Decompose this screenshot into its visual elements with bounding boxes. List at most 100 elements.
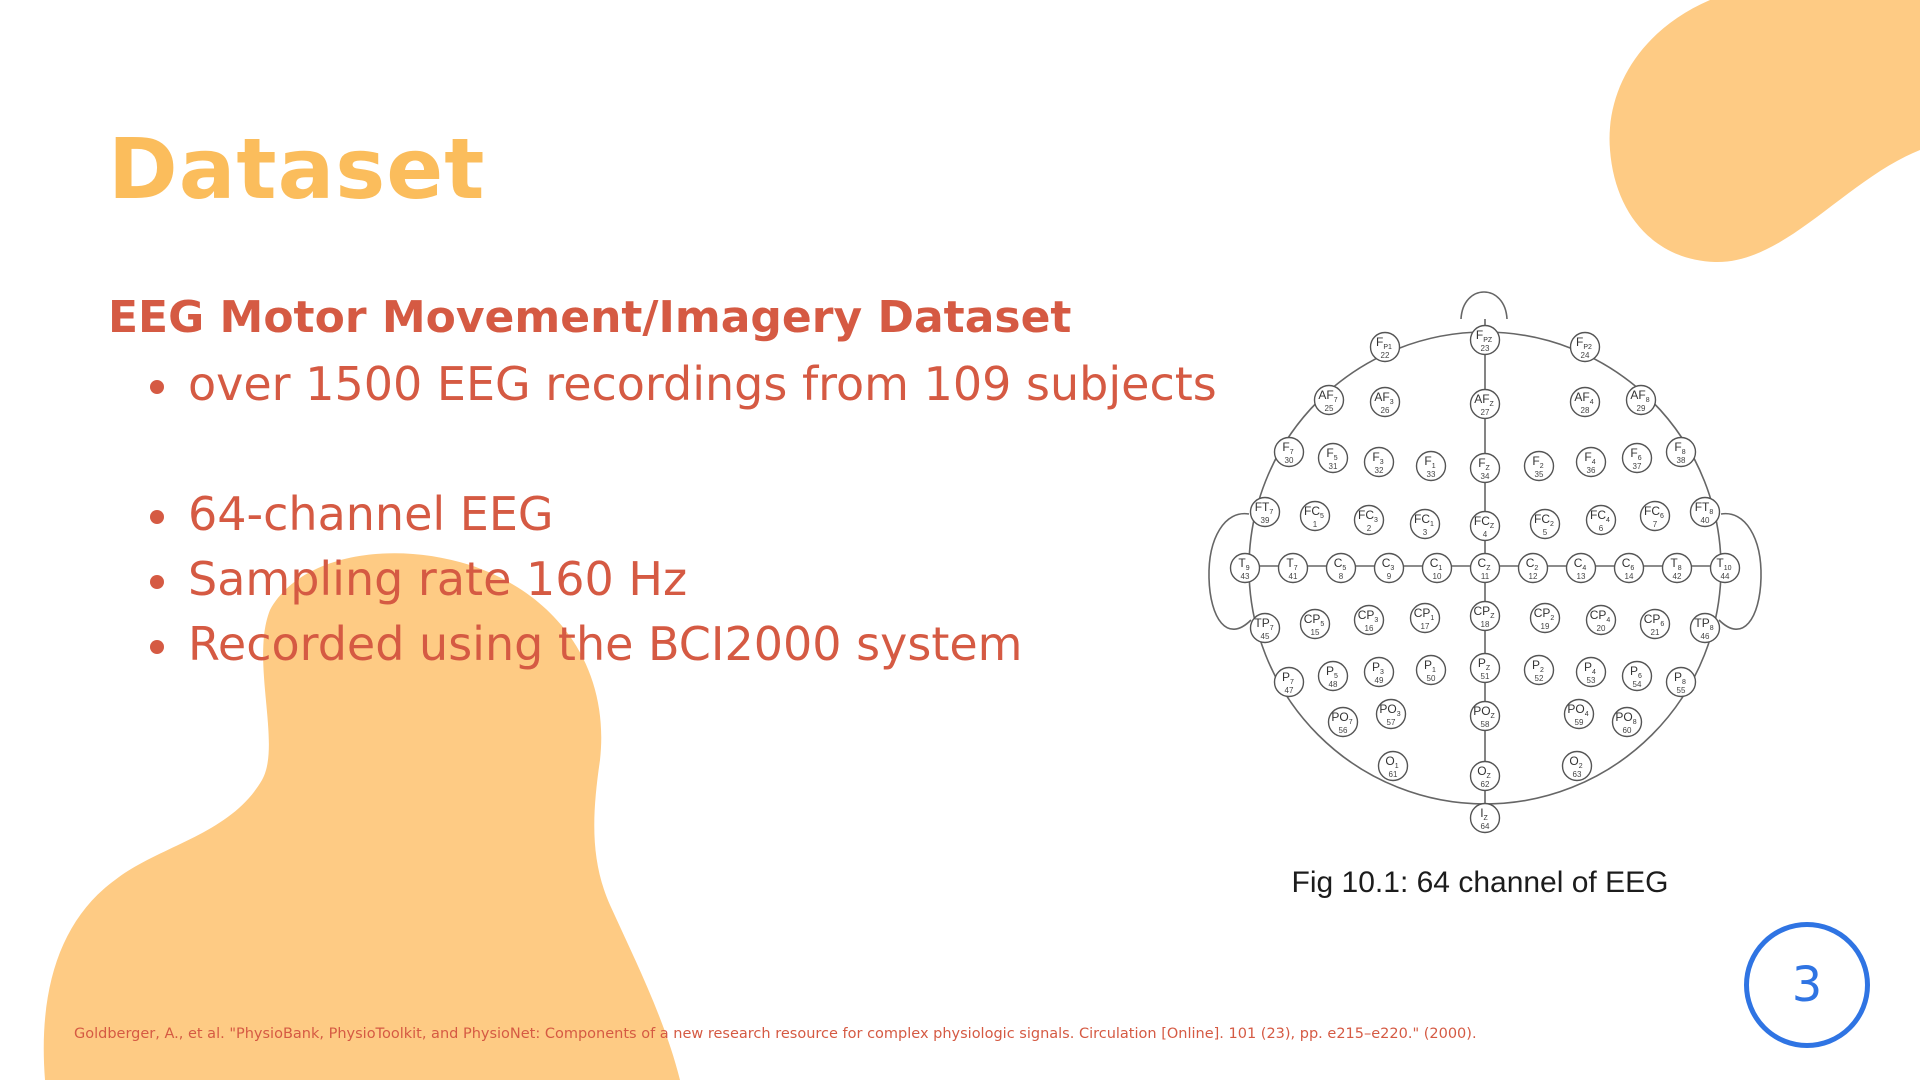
electrode-subscript: Z (1490, 523, 1495, 530)
electrode-circle (1469, 552, 1501, 584)
electrode-label: FCZ (1474, 514, 1495, 530)
electrode-circle (1625, 384, 1657, 416)
electrode-circle (1665, 436, 1697, 468)
electrode-number: 53 (1587, 676, 1596, 685)
electrode-label: AF4 (1574, 390, 1593, 406)
electrode-label: F8 (1674, 440, 1685, 456)
electrode-label: PO7 (1331, 710, 1352, 726)
electrode-number: 36 (1587, 466, 1596, 475)
electrode-circle (1569, 331, 1601, 363)
electrode-circle (1377, 750, 1409, 782)
electrode-number: 57 (1387, 718, 1396, 727)
electrode-label: CP2 (1534, 606, 1555, 622)
electrode-label: F3 (1372, 450, 1383, 466)
electrode-circle (1585, 504, 1617, 536)
electrode-circle (1661, 552, 1693, 584)
electrode-label: FT8 (1695, 500, 1714, 516)
electrode-label: FT7 (1255, 500, 1274, 516)
electrode-subscript: 7 (1294, 565, 1298, 572)
electrode-label: CPZ (1474, 604, 1496, 620)
electrode-circle (1613, 552, 1645, 584)
electrode-circle (1561, 750, 1593, 782)
electrode-subscript: 4 (1590, 399, 1594, 406)
electrode-label: AF7 (1318, 388, 1337, 404)
bullet-item: 64-channel EEG (150, 482, 1217, 547)
electrode-circle (1517, 552, 1549, 584)
electrode-subscript: 4 (1592, 669, 1596, 676)
electrode-number: 63 (1573, 770, 1582, 779)
electrode-circle (1469, 652, 1501, 684)
electrode-number: 59 (1575, 718, 1584, 727)
electrode-subscript: Z (1490, 613, 1495, 620)
electrode-subscript: Z (1484, 815, 1489, 822)
electrode-circle (1421, 552, 1453, 584)
electrode-number: 50 (1427, 674, 1436, 683)
top-right-blob (1609, 0, 1920, 263)
electrode-subscript: 2 (1540, 667, 1544, 674)
electrode-number: 18 (1481, 620, 1490, 629)
page-number: 3 (1791, 957, 1823, 1013)
electrode-subscript: 6 (1638, 455, 1642, 462)
electrode-number: 11 (1481, 572, 1490, 581)
electrode-circle (1369, 331, 1401, 363)
figure-caption: Fig 10.1: 64 channel of EEG (1291, 866, 1669, 899)
electrode-number: 44 (1721, 572, 1730, 581)
electrode-number: 15 (1311, 628, 1320, 637)
electrode-circle (1469, 600, 1501, 632)
electrode-subscript: Z (1491, 713, 1496, 720)
electrode-subscript: 7 (1270, 625, 1274, 632)
electrode-circle (1325, 552, 1357, 584)
electrode-circle (1249, 612, 1281, 644)
electrode-subscript: 6 (1630, 565, 1634, 572)
electrode-number: 61 (1389, 770, 1398, 779)
electrode-circle (1363, 656, 1395, 688)
electrode-label: F6 (1630, 446, 1641, 462)
electrode-label: FC4 (1590, 508, 1610, 524)
electrode-label: PO3 (1379, 702, 1400, 718)
electrode-number: 56 (1339, 726, 1348, 735)
electrode-number: 33 (1427, 470, 1436, 479)
electrode-subscript: 1 (1432, 463, 1436, 470)
electrode-number: 5 (1543, 528, 1548, 537)
electrode-circle (1229, 552, 1261, 584)
electrode-number: 34 (1481, 472, 1490, 481)
electrode-subscript: 3 (1390, 565, 1394, 572)
electrode-label: F1 (1424, 454, 1435, 470)
electrode-number: 32 (1375, 466, 1384, 475)
electrode-number: 38 (1677, 456, 1686, 465)
electrode-subscript: 7 (1269, 509, 1273, 516)
electrode-label: PO4 (1567, 702, 1588, 718)
electrode-number: 7 (1653, 520, 1658, 529)
electrode-circle (1469, 324, 1501, 356)
electrode-subscript: 8 (1682, 679, 1686, 686)
electrode-circle (1273, 666, 1305, 698)
electrode-number: 62 (1481, 780, 1490, 789)
electrode-subscript: P1 (1383, 344, 1392, 351)
electrode-number: 2 (1367, 524, 1372, 533)
electrode-subscript: 1 (1438, 565, 1442, 572)
electrode-subscript: 6 (1660, 513, 1664, 520)
electrode-label: AF3 (1374, 390, 1393, 406)
electrode-subscript: 4 (1606, 617, 1610, 624)
electrode-number: 6 (1599, 524, 1604, 533)
